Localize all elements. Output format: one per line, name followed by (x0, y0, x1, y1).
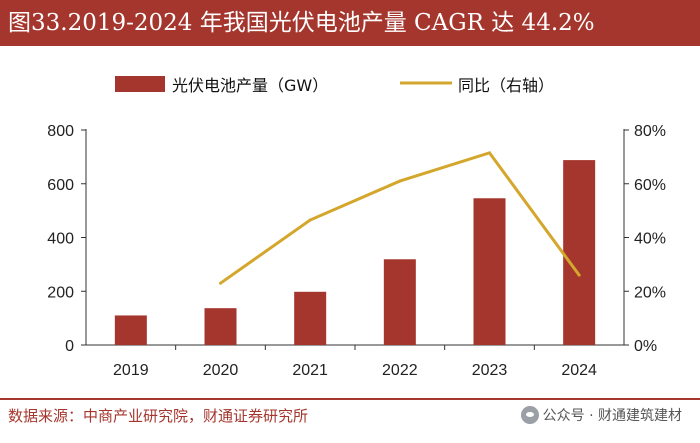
bar-2021 (294, 291, 327, 345)
bar-2024 (563, 160, 596, 345)
right-tick-label: 80% (634, 123, 666, 140)
left-tick-label: 200 (47, 284, 74, 301)
yoy-point-2022 (398, 179, 402, 183)
right-tick-label: 20% (634, 284, 666, 301)
bar-2019 (114, 315, 147, 345)
x-tick-label: 2024 (561, 362, 597, 379)
yoy-point-2021 (308, 218, 312, 222)
wechat-icon (520, 406, 539, 424)
legend-bar-swatch (115, 76, 165, 92)
yoy-point-2024 (577, 273, 581, 277)
chart: 光伏电池产量（GW） 同比（右轴） 0 200 400 600 800 0% 20% 40%… (47, 76, 666, 379)
left-tick-label: 0 (65, 338, 74, 355)
source-note: 数据来源：中商产业研究院，财通证券研究所 (8, 407, 309, 425)
bar-2020 (204, 308, 237, 345)
legend-bar-label: 光伏电池产量（GW） (172, 76, 328, 95)
x-tick-label: 2023 (472, 362, 508, 379)
watermark: 公众号 · 财通建筑建材 (520, 405, 682, 425)
x-tick-label: 2019 (113, 362, 149, 379)
right-tick-label: 40% (634, 231, 666, 248)
bar-2023 (473, 198, 506, 345)
watermark-text: 公众号 · 财通建筑建材 (542, 408, 682, 424)
yoy-point-2023 (488, 151, 491, 155)
left-tick-label: 600 (47, 177, 74, 194)
chart-title: 图33.2019-2024 年我国光伏电池产量 CAGR 达 44.2% (0, 0, 700, 46)
footer-divider (0, 398, 700, 400)
right-tick-label: 60% (634, 177, 666, 194)
x-tick-label: 2021 (292, 362, 328, 379)
left-tick-label: 800 (47, 123, 74, 140)
x-tick-label: 2022 (382, 362, 418, 379)
left-tick-label: 400 (47, 231, 74, 248)
x-tick-label: 2020 (203, 362, 239, 379)
bar-2022 (383, 259, 416, 345)
yoy-point-2020 (219, 281, 222, 285)
right-tick-label: 0% (634, 338, 657, 355)
legend-line-label: 同比（右轴） (458, 76, 554, 95)
